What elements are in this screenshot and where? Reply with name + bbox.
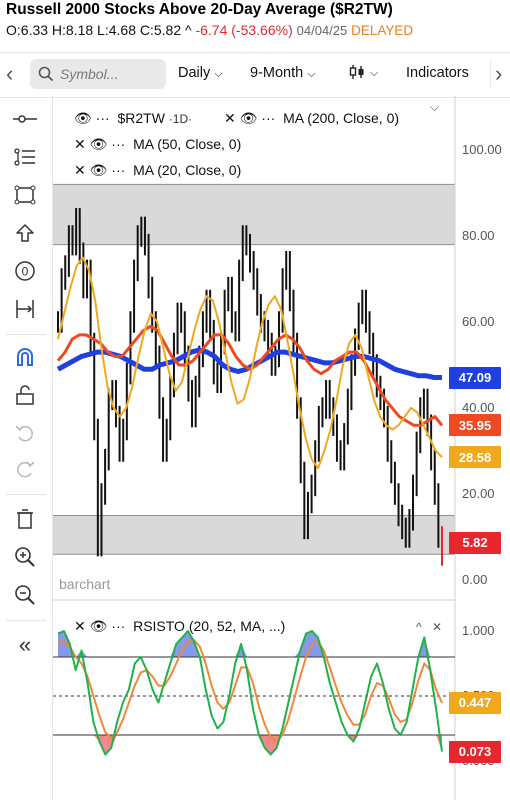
- rsi-overbought-fill: [58, 631, 64, 657]
- more-icon[interactable]: ···: [111, 136, 126, 152]
- last-price-badge: 5.82: [449, 531, 501, 554]
- overbought-band: [53, 184, 455, 245]
- ohlc-readout: O:6.33 H:8.18 L:4.68 C:5.82 ^ -6.74 (-53…: [6, 22, 413, 38]
- ma200-legend[interactable]: ✕ 👁 ··· MA (200, Close, 0): [224, 110, 399, 127]
- zoom-out-icon[interactable]: [10, 580, 40, 610]
- zoom-in-icon[interactable]: [10, 542, 40, 572]
- eye-icon[interactable]: 👁: [239, 110, 258, 126]
- price-axis-tick: 20.00: [462, 486, 495, 501]
- ma200-value-badge: 47.09: [449, 366, 501, 389]
- close-icon[interactable]: ✕: [74, 618, 86, 634]
- period-dropdown[interactable]: 9-Month ⌵: [250, 65, 316, 81]
- ma50-value-badge: 35.95: [449, 414, 501, 437]
- rsi-legend[interactable]: ✕ 👁 ··· RSISTO (20, 52, MA, ...): [74, 618, 285, 635]
- chart-toolbar: ‹ Symbol... Daily ⌵ 9-Month ⌵ ⌵ Indicato…: [0, 52, 510, 98]
- legend-symbol: $R2TW: [117, 110, 165, 126]
- rsi-k-line[interactable]: [57, 630, 443, 756]
- period-label: 9-Month: [250, 65, 304, 81]
- rsi-overbought-fill: [424, 637, 431, 657]
- rsi-overbought-fill: [182, 631, 188, 657]
- scroll-right-icon[interactable]: ›: [490, 61, 502, 87]
- rsi-d-line[interactable]: [57, 639, 443, 743]
- ma20-label: MA (20, Close, 0): [133, 162, 242, 178]
- price-change: -6.74 (-53.66%): [195, 22, 293, 38]
- oversold-band: [53, 515, 455, 555]
- svg-text:0: 0: [22, 265, 29, 279]
- line-tool-icon[interactable]: [10, 104, 40, 134]
- rsi-oversold-fill: [105, 735, 112, 755]
- close-icon[interactable]: ✕: [224, 110, 236, 126]
- collapse-sidebar-icon[interactable]: «: [18, 632, 32, 657]
- ma200-label: MA (200, Close, 0): [283, 110, 400, 126]
- more-icon[interactable]: ···: [111, 618, 126, 634]
- close-icon[interactable]: ✕: [74, 162, 86, 178]
- rsi-overbought-fill: [312, 631, 318, 657]
- list-tool-icon[interactable]: [10, 142, 40, 172]
- rsi-label: RSISTO (20, 52, MA, ...): [133, 618, 286, 634]
- arrow-up-tool-icon[interactable]: [10, 218, 40, 248]
- rsi-overbought-fill: [306, 631, 313, 657]
- delayed-status: DELAYED: [351, 23, 414, 38]
- sidebar-divider: [6, 620, 46, 621]
- chart-header: Russell 2000 Stocks Above 20-Day Average…: [0, 0, 510, 50]
- chevron-down-icon: ⌵: [307, 68, 316, 80]
- ma50-line[interactable]: [56, 324, 444, 427]
- more-icon[interactable]: ···: [261, 110, 276, 126]
- eye-icon[interactable]: 👁: [89, 162, 108, 178]
- eye-icon[interactable]: 👁: [89, 618, 108, 634]
- redo-icon[interactable]: [10, 454, 40, 484]
- rsi-k-value-badge: 0.073: [449, 740, 501, 763]
- more-icon[interactable]: ···: [95, 110, 110, 126]
- chevron-down-icon: ⌵: [214, 68, 223, 80]
- ma20-value-badge: 28.58: [449, 446, 501, 469]
- legend-interval: ·1D·: [168, 112, 193, 126]
- price-axis-tick: 0.00: [462, 572, 488, 587]
- price-axis-tick: 80.00: [462, 228, 495, 243]
- trash-icon[interactable]: [10, 504, 40, 534]
- symbol-legend[interactable]: 👁 ··· $R2TW ·1D·: [74, 110, 192, 127]
- price-axis-tick: 60.00: [462, 314, 495, 329]
- chart-type-dropdown[interactable]: ⌵: [348, 63, 378, 81]
- text-tool-icon[interactable]: 0: [10, 256, 40, 286]
- interval-label: Daily: [178, 65, 211, 81]
- eye-icon[interactable]: 👁: [89, 136, 108, 152]
- price-axis-tick: 100.00: [462, 142, 502, 157]
- sidebar-divider: [6, 494, 46, 495]
- undo-icon[interactable]: [10, 418, 40, 448]
- search-icon: [38, 66, 54, 82]
- collapse-legend-icon[interactable]: ⌵: [430, 100, 440, 114]
- rsi-overbought-fill: [187, 631, 194, 657]
- ma20-line[interactable]: [57, 256, 443, 470]
- ma50-label: MA (50, Close, 0): [133, 136, 242, 152]
- magnet-icon[interactable]: [10, 342, 40, 372]
- price-bars: [57, 208, 443, 566]
- more-icon[interactable]: ···: [111, 162, 126, 178]
- chevron-down-icon: ⌵: [370, 66, 379, 79]
- drawing-tools-sidebar: 0 «: [0, 96, 53, 800]
- barchart-watermark: barchart: [59, 576, 111, 592]
- scroll-left-icon[interactable]: ‹: [6, 61, 14, 86]
- pane-close-icon[interactable]: ✕: [432, 620, 443, 634]
- eye-icon[interactable]: 👁: [74, 110, 92, 126]
- indicators-button[interactable]: Indicators: [406, 65, 469, 81]
- ma20-legend[interactable]: ✕ 👁 ··· MA (20, Close, 0): [74, 162, 241, 179]
- ohlc-values: O:6.33 H:8.18 L:4.68 C:5.82 ^: [6, 22, 192, 38]
- price-axis-tick: 40.00: [462, 400, 495, 415]
- unlock-icon[interactable]: [10, 380, 40, 410]
- rsi-axis-tick: 1.000: [462, 623, 495, 638]
- ma50-legend[interactable]: ✕ 👁 ··· MA (50, Close, 0): [74, 136, 241, 153]
- chart-title: Russell 2000 Stocks Above 20-Day Average…: [6, 1, 393, 18]
- close-icon[interactable]: ✕: [74, 136, 86, 152]
- candlestick-icon: [349, 65, 364, 79]
- measure-tool-icon[interactable]: [10, 294, 40, 324]
- search-placeholder: Symbol...: [60, 66, 119, 82]
- symbol-search-input[interactable]: Symbol...: [30, 59, 166, 89]
- rectangle-tool-icon[interactable]: [10, 180, 40, 210]
- rsi-d-value-badge: 0.447: [449, 691, 501, 714]
- sidebar-divider: [6, 334, 46, 335]
- pane-collapse-icon[interactable]: ^: [416, 620, 422, 634]
- interval-dropdown[interactable]: Daily ⌵: [178, 65, 223, 81]
- quote-date: 04/04/25: [296, 23, 348, 38]
